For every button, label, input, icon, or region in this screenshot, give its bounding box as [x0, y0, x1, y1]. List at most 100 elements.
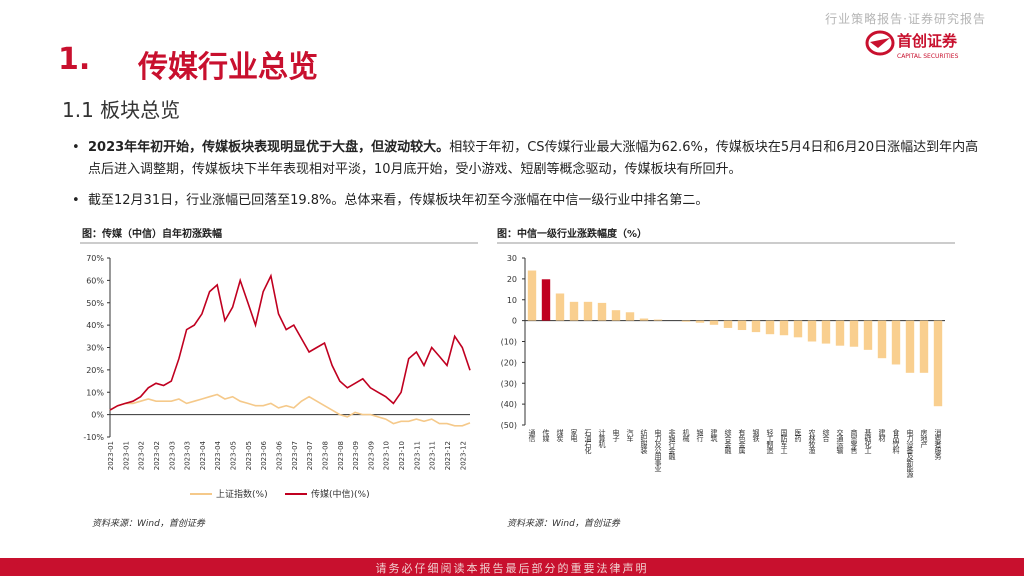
bar [527, 270, 537, 321]
x-tick-label: 有色金属 [738, 428, 746, 455]
bar [639, 318, 649, 321]
x-tick-label: 石油石化 [584, 429, 592, 455]
x-tick-label: 2023-06 [260, 440, 268, 470]
bar [779, 320, 789, 336]
bar [933, 320, 943, 407]
x-tick-label: 建筑 [710, 428, 718, 443]
bullet: 截至12月31日，行业涨幅已回落至19.8%。总体来看，传媒板块年初至今涨幅在中… [72, 190, 988, 212]
bar [835, 320, 845, 346]
x-tick-label: 综合 [822, 428, 830, 443]
x-tick-label: 通信 [528, 428, 536, 443]
x-tick-label: 银行 [696, 428, 704, 443]
bar [919, 320, 929, 373]
bullet: 2023年年初开始，传媒板块表现明显优于大盘，但波动较大。相较于年初，CS传媒行… [72, 137, 988, 181]
bar [723, 320, 733, 328]
x-tick-label: 商贸零售 [850, 428, 858, 455]
footer-bar [0, 558, 1024, 576]
y-tick-label: (10) [501, 338, 517, 347]
x-tick-label: 2023-11 [429, 441, 437, 470]
y-tick-label: (40) [501, 400, 517, 409]
x-tick-label: 电力及公用事业 [654, 428, 662, 472]
y-tick-label: 30% [86, 344, 104, 353]
x-tick-label: 食品饮料 [892, 428, 900, 455]
bullet-text: 相较于年初，CS传媒行业最大涨幅为62.6%，传媒板块在5月4日和6月20日涨幅… [88, 140, 979, 177]
x-tick-label: 机械 [682, 428, 690, 443]
y-tick-label: 10 [507, 296, 517, 305]
series-line [109, 273, 471, 411]
bar [569, 301, 579, 321]
x-tick-label: 汽车 [626, 428, 634, 443]
x-tick-label: 2023-12 [444, 441, 452, 470]
x-tick-label: 房地产 [920, 428, 928, 449]
bar [681, 320, 691, 322]
x-tick-label: 2023-04 [199, 440, 207, 470]
x-tick-label: 2023-02 [153, 441, 161, 470]
x-tick-label: 2023-03 [168, 441, 176, 470]
bar [891, 320, 901, 365]
bar [695, 320, 705, 323]
logo: 首创证券 CAPITAL SECURITIES [5, 30, 959, 573]
y-tick-label: (30) [501, 379, 517, 388]
x-tick-label: 交通运输 [836, 428, 844, 455]
y-tick-label: 10% [86, 388, 104, 397]
x-tick-label: 2023-01 [122, 441, 130, 470]
chart-source: 资料来源：Wind，首创证券 [507, 518, 621, 529]
y-tick-label: 40% [86, 321, 104, 330]
section-title: 传媒行业总览 [138, 50, 318, 85]
x-tick-label: 轻工制造 [766, 428, 774, 455]
bar [807, 320, 817, 342]
x-tick-label: 纺织服装 [640, 428, 648, 455]
bar [821, 320, 831, 344]
x-tick-label: 农林牧渔 [808, 428, 816, 455]
x-tick-label: 计算机 [598, 428, 606, 449]
bar [583, 301, 593, 321]
bar [737, 320, 747, 331]
subsection-title: 1.1 板块总览 [62, 98, 181, 122]
x-tick-label: 钢铁 [752, 428, 760, 443]
x-tick-label: 2023-09 [352, 441, 360, 470]
y-tick-label: 60% [86, 276, 104, 285]
section-number: 1. [58, 42, 91, 77]
bar [863, 320, 873, 350]
x-tick-label: 2023-05 [230, 441, 238, 470]
x-tick-label: 2023-04 [214, 440, 222, 470]
series-line [109, 393, 471, 427]
chart-title: 图：中信一级行业涨跌幅度（%） [497, 227, 647, 240]
chart-source: 资料来源：Wind，首创证券 [92, 518, 206, 529]
bar [905, 320, 915, 373]
chart-title: 图：传媒（中信）自年初涨跌幅 [82, 227, 222, 240]
legend-label: 上证指数(%) [216, 488, 268, 500]
x-tick-label: 2023-07 [306, 441, 314, 470]
bullet-bold: 2023年年初开始，传媒板块表现明显优于大盘，但波动较大。 [88, 140, 450, 155]
x-tick-label: 煤炭 [556, 428, 564, 443]
x-tick-label: 2023-12 [459, 441, 467, 470]
y-tick-label: 50% [86, 299, 104, 308]
bar [597, 302, 607, 321]
bar [611, 310, 621, 321]
y-tick-label: 0% [91, 411, 104, 420]
bar [541, 279, 551, 321]
x-tick-label: 非银行金融 [668, 428, 676, 461]
x-tick-label: 电子 [612, 428, 620, 442]
logo-en: CAPITAL SECURITIES [897, 53, 959, 60]
x-tick-label: 2023-10 [398, 441, 406, 470]
bar [849, 320, 859, 347]
bar [625, 312, 635, 321]
y-tick-label: 20 [507, 275, 517, 284]
bar [751, 320, 761, 333]
bar [709, 320, 719, 325]
y-tick-label: 20% [86, 366, 104, 375]
footer-text: 请务必仔细阅读本报告最后部分的重要法律声明 [375, 562, 649, 575]
y-tick-label: -10% [83, 433, 104, 442]
report-tag: 行业策略报告·证券研究报告 [825, 12, 986, 26]
y-tick-label: 30 [507, 254, 517, 263]
x-tick-label: 建材 [878, 428, 886, 442]
x-tick-label: 基础化工 [864, 428, 872, 454]
y-tick-label: (20) [501, 358, 517, 367]
x-tick-label: 2023-01 [107, 441, 115, 470]
x-tick-label: 2023-10 [383, 441, 391, 470]
x-tick-label: 2023-09 [367, 441, 375, 470]
x-tick-label: 电力设备及新能源 [906, 428, 914, 479]
